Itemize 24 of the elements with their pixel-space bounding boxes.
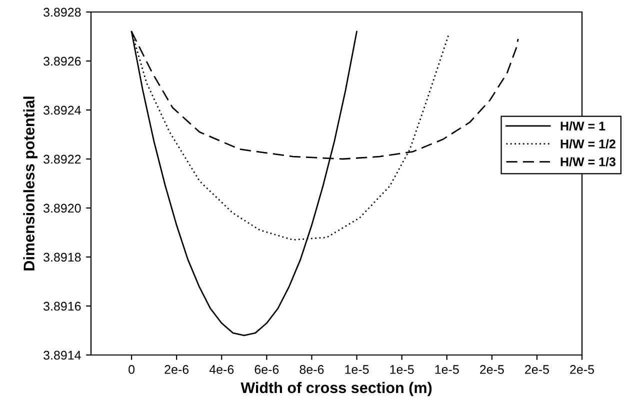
x-tick-label: 2e-5 (480, 365, 504, 374)
x-tick-label: 8e-6 (300, 365, 324, 374)
x-tick-label: 6e-6 (254, 365, 279, 374)
y-tick-label: 3.8918 (44, 252, 81, 262)
x-tick-label: 2e-5 (570, 365, 594, 374)
x-tick-label: 4e-6 (209, 365, 234, 374)
x-tick-label: 1e-5 (435, 365, 459, 374)
y-tick-label: 3.8924 (44, 106, 81, 115)
x-tick-label: 2e-5 (525, 365, 549, 374)
x-axis-title: Width of cross section (m) (240, 382, 432, 396)
y-tick-label: 3.8916 (44, 302, 81, 311)
y-tick-label: 3.8928 (44, 8, 81, 17)
x-tick-label: 0 (128, 365, 135, 374)
legend-label: H/W = 1/3 (560, 157, 616, 166)
y-tick-label: 3.8922 (44, 154, 81, 164)
y-tick-label: 3.8920 (44, 204, 81, 213)
x-tick-label: 1e-5 (345, 365, 369, 374)
x-tick-label: 2e-6 (164, 365, 189, 374)
y-tick-label: 3.8926 (44, 56, 81, 66)
x-tick-label: 1e-5 (390, 365, 414, 374)
y-axis-title: Dimensionless potential (23, 96, 38, 270)
legend-label: H/W = 1/2 (560, 139, 616, 148)
legend-label: H/W = 1 (560, 121, 606, 131)
y-tick-label: 3.8914 (44, 350, 81, 360)
